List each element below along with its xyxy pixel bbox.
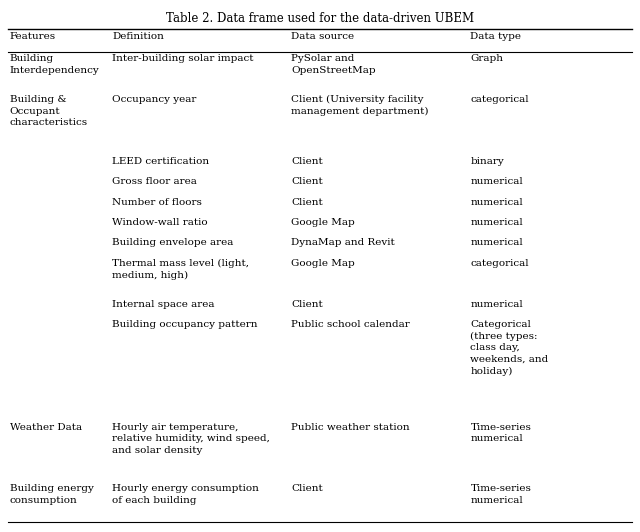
- Text: LEED certification: LEED certification: [112, 156, 209, 165]
- Text: categorical: categorical: [470, 95, 529, 104]
- Text: Occupancy year: Occupancy year: [112, 95, 196, 104]
- Text: Definition: Definition: [112, 32, 164, 41]
- Text: Building
Interdependency: Building Interdependency: [10, 54, 99, 74]
- Text: PySolar and
OpenStreetMap: PySolar and OpenStreetMap: [291, 54, 376, 74]
- Text: Gross floor area: Gross floor area: [112, 177, 197, 186]
- Text: Time-series
numerical: Time-series numerical: [470, 423, 531, 443]
- Text: Number of floors: Number of floors: [112, 197, 202, 206]
- Text: Inter-building solar impact: Inter-building solar impact: [112, 54, 253, 63]
- Text: Hourly energy consumption
of each building: Hourly energy consumption of each buildi…: [112, 484, 259, 504]
- Text: numerical: numerical: [470, 238, 523, 247]
- Text: Client (University facility
management department): Client (University facility management d…: [291, 95, 429, 116]
- Text: Client: Client: [291, 484, 323, 493]
- Text: Weather Data: Weather Data: [10, 423, 82, 432]
- Text: Time-series
numerical: Time-series numerical: [470, 484, 531, 504]
- Text: Building energy
consumption: Building energy consumption: [10, 484, 93, 504]
- Text: numerical: numerical: [470, 197, 523, 206]
- Text: Data source: Data source: [291, 32, 355, 41]
- Text: Building &
Occupant
characteristics: Building & Occupant characteristics: [10, 95, 88, 127]
- Text: numerical: numerical: [470, 177, 523, 186]
- Text: Hourly air temperature,
relative humidity, wind speed,
and solar density: Hourly air temperature, relative humidit…: [112, 423, 270, 455]
- Text: binary: binary: [470, 156, 504, 165]
- Text: Features: Features: [10, 32, 56, 41]
- Text: Google Map: Google Map: [291, 259, 355, 268]
- Text: Public school calendar: Public school calendar: [291, 320, 410, 329]
- Text: Internal space area: Internal space area: [112, 300, 214, 309]
- Text: Categorical
(three types:
class day,
weekends, and
holiday): Categorical (three types: class day, wee…: [470, 320, 548, 376]
- Text: Thermal mass level (light,
medium, high): Thermal mass level (light, medium, high): [112, 259, 249, 280]
- Text: Window-wall ratio: Window-wall ratio: [112, 218, 207, 227]
- Text: Client: Client: [291, 177, 323, 186]
- Text: Data type: Data type: [470, 32, 522, 41]
- Text: Table 2. Data frame used for the data-driven UBEM: Table 2. Data frame used for the data-dr…: [166, 12, 474, 24]
- Text: DynaMap and Revit: DynaMap and Revit: [291, 238, 395, 247]
- Text: numerical: numerical: [470, 218, 523, 227]
- Text: Public weather station: Public weather station: [291, 423, 410, 432]
- Text: Client: Client: [291, 300, 323, 309]
- Text: Client: Client: [291, 156, 323, 165]
- Text: Graph: Graph: [470, 54, 504, 63]
- Text: Client: Client: [291, 197, 323, 206]
- Text: categorical: categorical: [470, 259, 529, 268]
- Text: Building occupancy pattern: Building occupancy pattern: [112, 320, 257, 329]
- Text: Google Map: Google Map: [291, 218, 355, 227]
- Text: numerical: numerical: [470, 300, 523, 309]
- Text: Building envelope area: Building envelope area: [112, 238, 234, 247]
